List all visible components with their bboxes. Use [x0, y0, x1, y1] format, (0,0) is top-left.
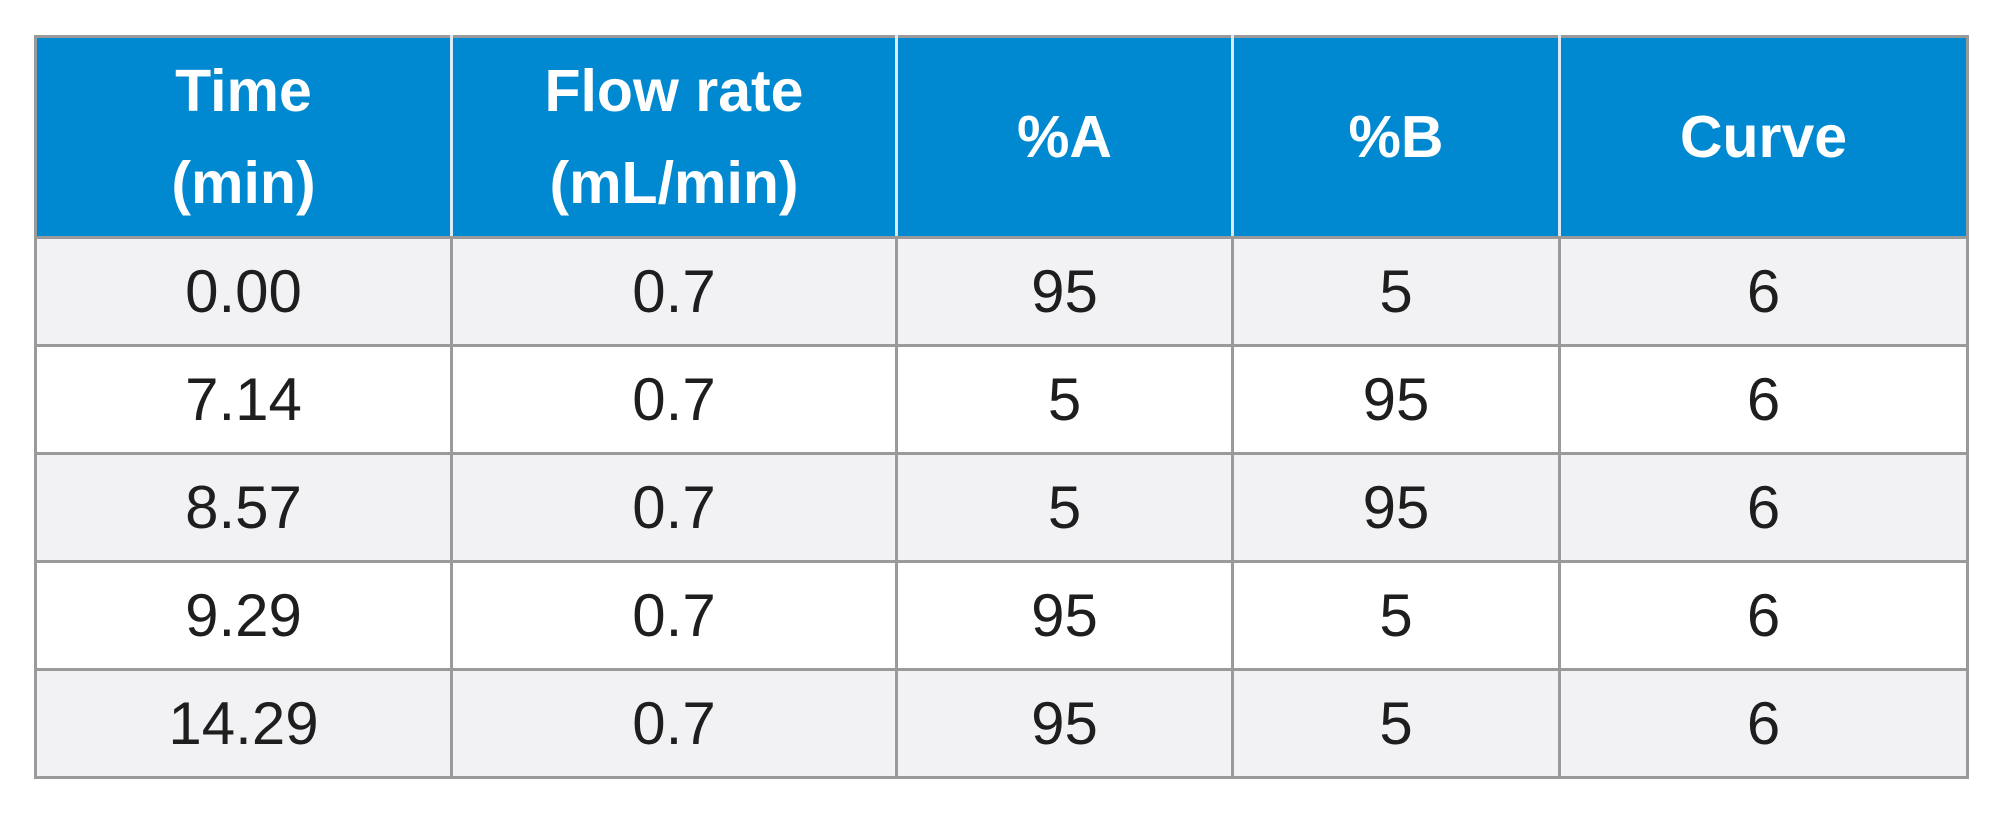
cell-flow-rate: 0.7: [450, 344, 898, 455]
table-row: 7.14 0.7 5 95 6: [34, 344, 1969, 455]
header-flow-rate: Flow rate (mL/min): [450, 35, 898, 239]
cell-percent-b: 5: [1231, 668, 1561, 779]
cell-flow-rate: 0.7: [450, 452, 898, 563]
table-row: 9.29 0.7 95 5 6: [34, 560, 1969, 671]
cell-curve: 6: [1558, 560, 1969, 671]
table-row: 14.29 0.7 95 5 6: [34, 668, 1969, 779]
header-time: Time (min): [34, 35, 453, 239]
header-row: Time (min) Flow rate (mL/min) %A %B Curv…: [34, 35, 1969, 239]
cell-percent-b: 95: [1231, 344, 1561, 455]
cell-flow-rate: 0.7: [450, 560, 898, 671]
gradient-table: Time (min) Flow rate (mL/min) %A %B Curv…: [34, 35, 1969, 779]
cell-curve: 6: [1558, 344, 1969, 455]
table-body: 0.00 0.7 95 5 6 7.14 0.7 5 95 6 8.57 0.7…: [34, 236, 1969, 779]
header-percent-b-label: %B: [1348, 104, 1444, 170]
cell-curve: 6: [1558, 452, 1969, 563]
cell-percent-a: 95: [895, 668, 1234, 779]
header-percent-a-label: %A: [1016, 104, 1113, 170]
header-time-unit: (min): [171, 150, 316, 216]
cell-percent-a: 5: [895, 452, 1234, 563]
header-curve: Curve: [1558, 35, 1969, 239]
cell-time: 8.57: [34, 452, 453, 563]
header-time-label: Time: [175, 58, 312, 124]
table-row: 8.57 0.7 5 95 6: [34, 452, 1969, 563]
header-curve-label: Curve: [1679, 104, 1848, 170]
cell-percent-a: 95: [895, 560, 1234, 671]
cell-percent-b: 95: [1231, 452, 1561, 563]
cell-flow-rate: 0.7: [450, 668, 898, 779]
table-row: 0.00 0.7 95 5 6: [34, 236, 1969, 347]
header-percent-b: %B: [1231, 35, 1561, 239]
cell-flow-rate: 0.7: [450, 236, 898, 347]
cell-curve: 6: [1558, 668, 1969, 779]
cell-percent-a: 5: [895, 344, 1234, 455]
cell-time: 7.14: [34, 344, 453, 455]
cell-time: 14.29: [34, 668, 453, 779]
cell-curve: 6: [1558, 236, 1969, 347]
cell-percent-a: 95: [895, 236, 1234, 347]
header-percent-a: %A: [895, 35, 1234, 239]
table-header: Time (min) Flow rate (mL/min) %A %B Curv…: [34, 35, 1969, 239]
header-flow-rate-label: Flow rate: [544, 58, 804, 124]
gradient-table-container: Time (min) Flow rate (mL/min) %A %B Curv…: [34, 35, 1969, 779]
cell-time: 0.00: [34, 236, 453, 347]
cell-time: 9.29: [34, 560, 453, 671]
cell-percent-b: 5: [1231, 560, 1561, 671]
cell-percent-b: 5: [1231, 236, 1561, 347]
header-flow-rate-unit: (mL/min): [549, 150, 799, 216]
